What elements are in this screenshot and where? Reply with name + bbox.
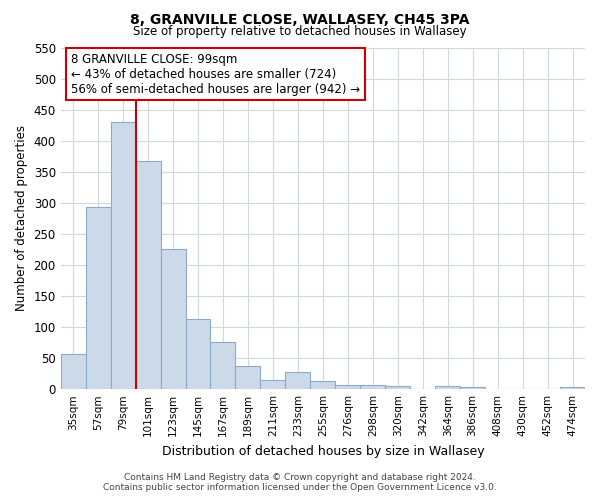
Bar <box>110 122 136 389</box>
Bar <box>360 385 385 389</box>
Bar <box>560 386 585 389</box>
Bar <box>136 160 161 389</box>
Bar <box>161 249 185 389</box>
Bar <box>235 366 260 389</box>
Text: 8, GRANVILLE CLOSE, WALLASEY, CH45 3PA: 8, GRANVILLE CLOSE, WALLASEY, CH45 3PA <box>130 12 470 26</box>
Text: Contains HM Land Registry data © Crown copyright and database right 2024.
Contai: Contains HM Land Registry data © Crown c… <box>103 473 497 492</box>
Text: 8 GRANVILLE CLOSE: 99sqm
← 43% of detached houses are smaller (724)
56% of semi-: 8 GRANVILLE CLOSE: 99sqm ← 43% of detach… <box>71 52 360 96</box>
Bar <box>435 386 460 389</box>
Text: Size of property relative to detached houses in Wallasey: Size of property relative to detached ho… <box>133 25 467 38</box>
Bar <box>185 319 211 389</box>
X-axis label: Distribution of detached houses by size in Wallasey: Distribution of detached houses by size … <box>161 444 484 458</box>
Bar <box>211 342 235 389</box>
Bar <box>335 385 360 389</box>
Bar <box>460 386 485 389</box>
Bar <box>61 354 86 389</box>
Bar <box>286 372 310 389</box>
Bar <box>310 381 335 389</box>
Bar <box>385 386 410 389</box>
Bar <box>260 380 286 389</box>
Bar <box>86 207 110 389</box>
Y-axis label: Number of detached properties: Number of detached properties <box>15 126 28 312</box>
